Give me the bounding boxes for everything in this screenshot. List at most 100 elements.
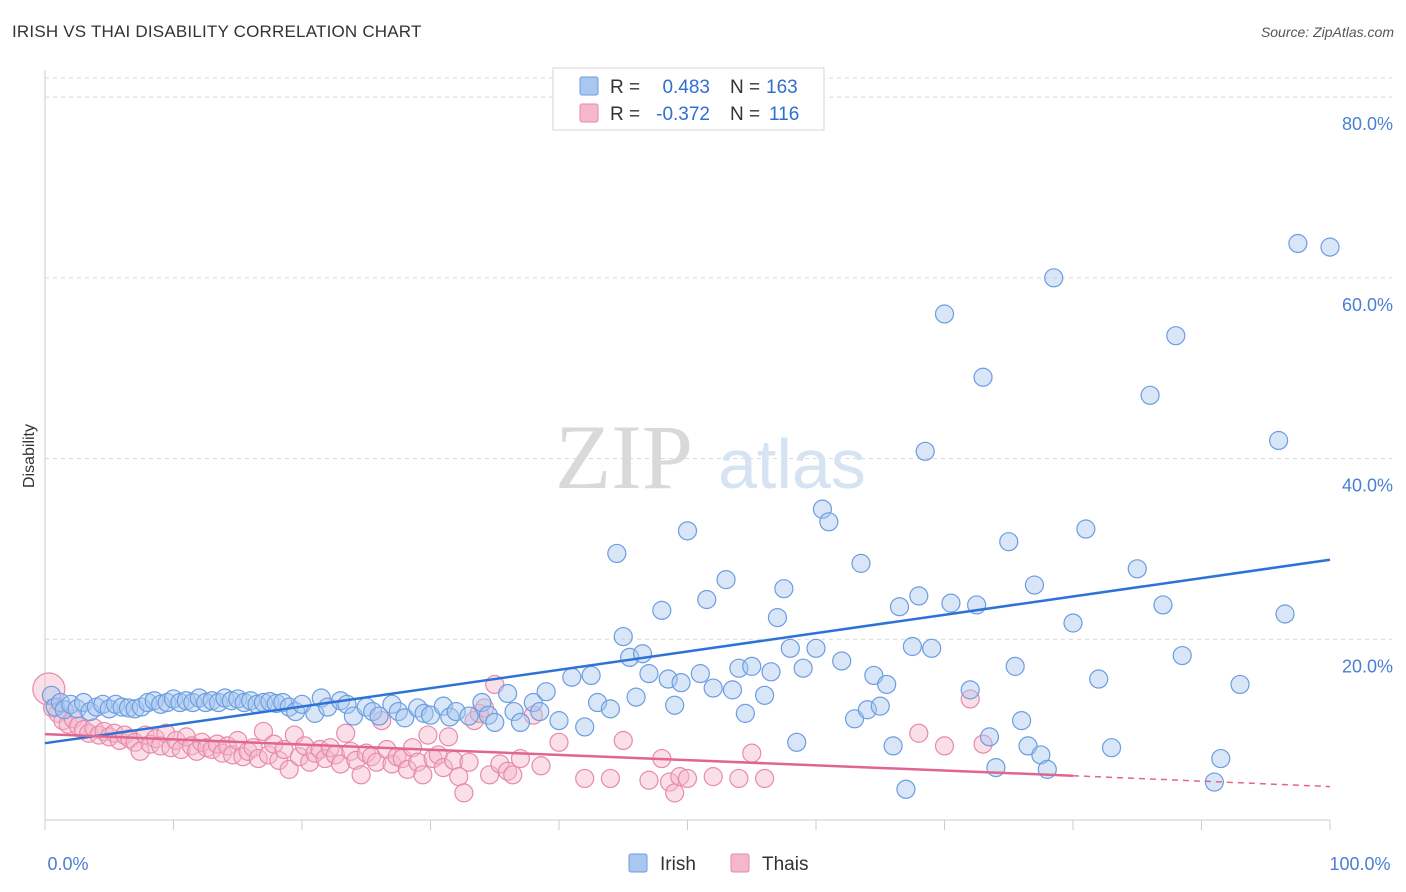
irish-point <box>530 701 550 722</box>
irish-point <box>754 685 775 705</box>
irish-point <box>1153 595 1173 615</box>
thais-point <box>408 752 428 772</box>
irish-point <box>1172 645 1192 666</box>
thais-point <box>176 727 196 747</box>
irish-point <box>478 705 498 725</box>
irish-point <box>857 700 878 720</box>
irish-point <box>1211 748 1231 769</box>
irish-point <box>1005 656 1025 676</box>
irish-point <box>510 712 531 733</box>
thais-point <box>413 765 433 785</box>
irish-point <box>896 779 916 799</box>
irish-point <box>433 696 453 716</box>
y-tick-label: 40.0% <box>1342 476 1393 496</box>
irish-point <box>909 586 929 606</box>
irish-point <box>973 367 993 387</box>
chart-title: IRISH VS THAI DISABILITY CORRELATION CHA… <box>12 22 422 41</box>
irish-point <box>1063 613 1083 633</box>
irish-point <box>742 656 762 676</box>
irish-point <box>677 521 698 541</box>
irish-point <box>382 694 402 714</box>
y-axis-title: Disability <box>21 424 38 488</box>
thais-point <box>397 759 417 779</box>
irish-point <box>1024 575 1045 595</box>
irish-point <box>716 570 736 590</box>
irish-point <box>1268 430 1289 451</box>
thais-point <box>575 768 595 789</box>
thais-points <box>32 672 993 803</box>
correlation-legend: R = 0.483 N = 163 R = -0.372 N = 116 <box>552 67 825 131</box>
x-tick-label-min: 0.0% <box>47 854 88 874</box>
legend-thais-r-label: R = <box>610 104 640 125</box>
x-ticks <box>44 820 1331 830</box>
irish-point <box>1288 233 1308 254</box>
y-tick-label: 20.0% <box>1342 656 1393 676</box>
irish-point <box>703 678 723 698</box>
thais-point <box>600 768 621 789</box>
thais-point <box>279 759 299 779</box>
thais-point <box>934 736 955 756</box>
thais-trend-line <box>44 732 1074 777</box>
irish-point <box>787 732 807 752</box>
irish-point <box>613 626 633 647</box>
bottom-legend-label-irish: Irish <box>660 854 696 875</box>
irish-point <box>607 543 627 564</box>
legend-irish-r-value: 0.483 <box>662 77 710 98</box>
irish-point <box>671 673 691 693</box>
thais-point <box>438 727 459 747</box>
irish-point <box>735 703 755 723</box>
thais-point <box>366 752 387 772</box>
irish-point <box>934 304 955 324</box>
trend-lines <box>44 558 1331 788</box>
irish-point <box>575 717 595 737</box>
irish-point <box>889 597 910 617</box>
chart-source: Source: ZipAtlas.com <box>1260 24 1394 40</box>
thais-point <box>670 767 690 787</box>
thais-point <box>192 732 212 752</box>
irish-point <box>581 665 601 686</box>
irish-point <box>870 696 890 716</box>
thais-point <box>300 752 320 772</box>
thais-point <box>187 741 207 761</box>
bottom-legend-label-thais: Thais <box>762 854 808 875</box>
y-tick-label: 80.0% <box>1342 114 1393 134</box>
thais-point <box>549 732 569 752</box>
legend-swatch-irish <box>579 76 599 96</box>
watermark: ZIP atlas <box>555 406 866 508</box>
irish-point <box>151 694 171 714</box>
irish-point <box>774 579 794 599</box>
thais-point <box>498 761 518 781</box>
thais-point <box>973 734 993 754</box>
irish-point <box>812 499 833 519</box>
thais-point <box>742 743 762 763</box>
thais-trend-line-extension <box>1072 774 1331 788</box>
irish-point <box>266 693 286 714</box>
irish-point <box>395 708 415 728</box>
watermark-atlas: atlas <box>718 425 866 503</box>
irish-point <box>793 658 813 678</box>
irish-point <box>1044 268 1064 288</box>
irish-point <box>697 589 717 610</box>
thais-point <box>248 748 268 769</box>
legend-swatch-thais <box>579 103 599 123</box>
thais-point <box>729 768 749 789</box>
irish-point <box>767 607 788 628</box>
y-tick-label: 60.0% <box>1342 295 1393 315</box>
legend-irish-r-label: R = <box>610 77 640 98</box>
thais-point <box>418 725 438 745</box>
legend-thais-n-label: N = <box>730 104 760 125</box>
irish-point <box>658 669 678 689</box>
irish-point <box>922 638 942 658</box>
irish-point <box>639 664 659 684</box>
irish-point <box>851 553 871 573</box>
thais-point <box>258 745 279 765</box>
thais-point <box>433 757 453 778</box>
thais-point <box>665 783 685 803</box>
irish-point <box>690 664 710 684</box>
bottom-legend-swatch-irish <box>628 853 648 873</box>
irish-point <box>819 512 839 532</box>
thais-point <box>503 765 523 785</box>
irish-point <box>722 680 743 700</box>
irish-point <box>1101 738 1122 758</box>
irish-point <box>902 636 922 657</box>
